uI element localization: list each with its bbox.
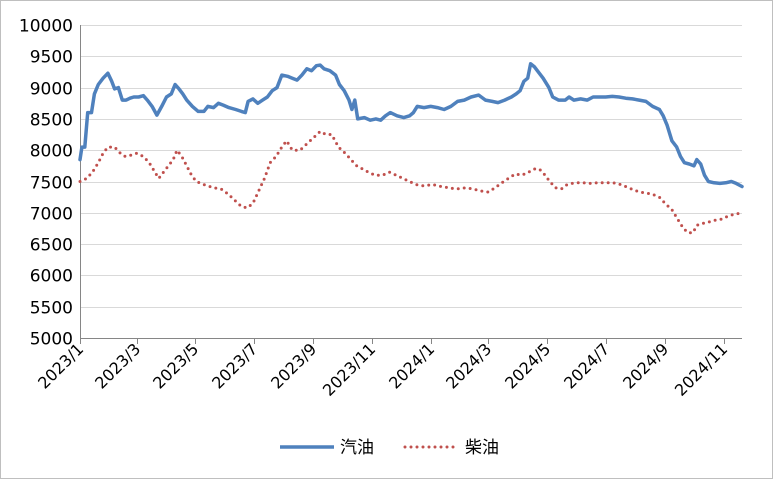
y-tick-label: 9500 — [30, 48, 73, 68]
gridlines — [80, 25, 742, 308]
y-tick-label: 6500 — [30, 236, 73, 256]
x-tick-label: 2024/1 — [385, 339, 438, 392]
y-tick-label: 8000 — [30, 142, 73, 162]
x-tick-label: 2024/5 — [501, 339, 554, 392]
y-tick-label: 10000 — [19, 17, 73, 37]
y-tick-label: 9000 — [30, 80, 73, 100]
legend-label-diesel: 柴油 — [465, 438, 499, 458]
axes — [80, 25, 742, 344]
x-tick-label: 2024/9 — [619, 339, 672, 392]
series-line-diesel — [78, 129, 744, 235]
y-axis-tick-labels: 5000 5500 6000 6500 7000 7500 8000 8500 9000 9500… — [19, 17, 73, 350]
x-tick-label: 2024/7 — [560, 339, 613, 392]
legend-label-gasoline: 汽油 — [340, 438, 374, 458]
x-tick-label: 2023/3 — [91, 339, 144, 392]
x-tick-label: 2023/11 — [319, 339, 379, 399]
y-tick-label: 5000 — [30, 330, 73, 350]
series-line-gasoline — [78, 62, 744, 189]
x-tick-label: 2024/3 — [442, 339, 495, 392]
x-tick-label: 2023/5 — [149, 339, 202, 392]
y-tick-label: 6000 — [30, 267, 73, 287]
x-tick-label: 2024/11 — [671, 339, 731, 399]
y-tick-label: 7500 — [30, 174, 73, 194]
series-lines — [78, 62, 744, 235]
y-tick-label: 7000 — [30, 205, 73, 225]
x-tick-label: 2023/7 — [208, 339, 261, 392]
legend: 汽油 柴油 — [280, 438, 499, 458]
y-tick-label: 8500 — [30, 111, 73, 131]
x-tick-label: 2023/9 — [267, 339, 320, 392]
y-tick-label: 5500 — [30, 299, 73, 319]
